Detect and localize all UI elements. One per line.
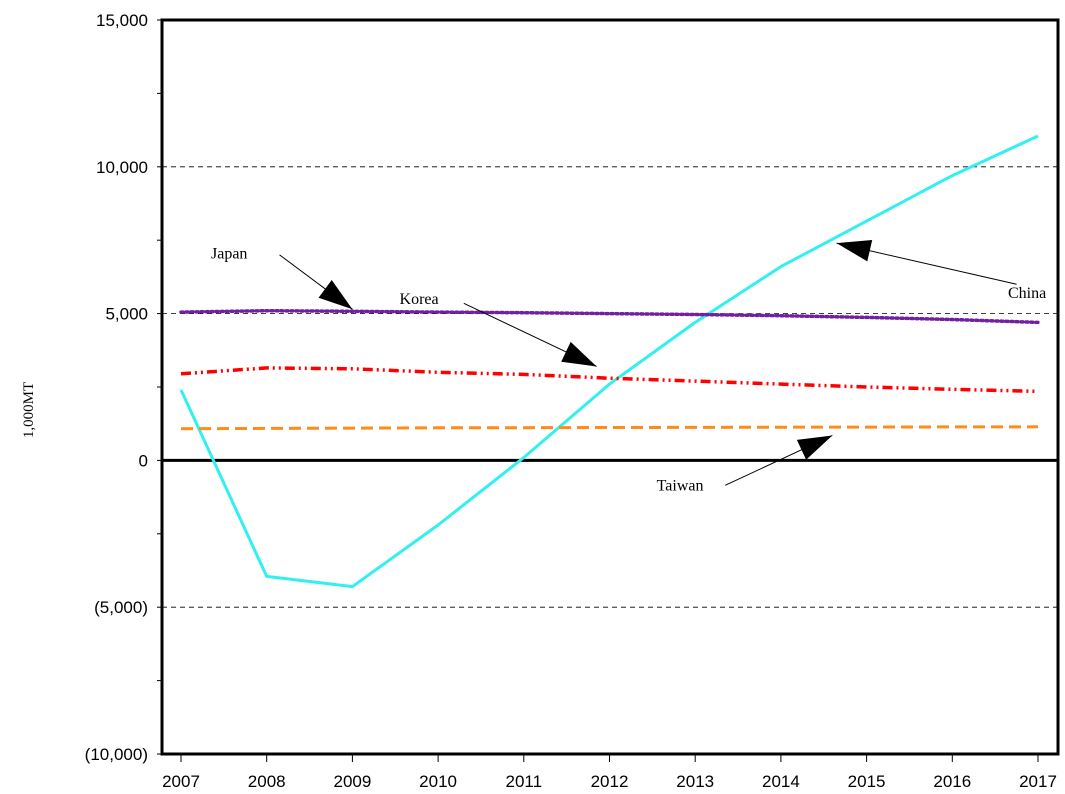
y-axis-title: 1,000MT <box>21 382 37 438</box>
x-tick-label: 2015 <box>848 772 886 791</box>
y-tick-label: 5,000 <box>105 305 148 324</box>
annotation-label-korea: Korea <box>400 291 439 308</box>
x-tick-label: 2010 <box>419 772 457 791</box>
x-tick-label: 2007 <box>162 772 200 791</box>
x-tick-label: 2017 <box>1019 772 1057 791</box>
series-line-korea <box>180 366 1039 394</box>
x-tick-label: 2009 <box>333 772 371 791</box>
annotation-label-taiwan: Taiwan <box>657 477 704 494</box>
annotation-label-china: China <box>1008 285 1046 302</box>
series-line-china <box>179 134 1039 589</box>
series-lines <box>179 134 1040 589</box>
y-tick-label: (5,000) <box>94 598 148 617</box>
x-tick-label: 2011 <box>506 772 543 791</box>
x-axis: 2007 2008 2009 2010 2011 2012 2013 2014 2015 2016… <box>162 754 1057 791</box>
annotation-arrowhead-taiwan <box>796 435 833 460</box>
annotation-label-japan: Japan <box>211 245 247 262</box>
x-tick-label: 2008 <box>248 772 286 791</box>
y-tick-label: (10,000) <box>85 745 148 764</box>
x-tick-label: 2012 <box>591 772 629 791</box>
y-tick-label: 0 <box>139 451 148 470</box>
y-tick-label: 10,000 <box>96 158 148 177</box>
series-line-taiwan <box>180 425 1039 431</box>
y-tick-label: 15,000 <box>96 11 148 30</box>
annotation-arrowhead-korea <box>561 341 597 367</box>
y-axis: (10,000) (5,000) 0 5,000 10,000 15,000 <box>85 11 162 764</box>
x-tick-label: 2014 <box>762 772 800 791</box>
annotations: Japan Korea China Taiwan <box>211 239 1046 494</box>
series-line-japan <box>179 308 1040 325</box>
annotation-arrowhead-japan <box>318 280 353 310</box>
x-tick-label: 2013 <box>676 772 714 791</box>
x-tick-label: 2016 <box>933 772 971 791</box>
annotation-arrowhead-china <box>836 239 873 262</box>
